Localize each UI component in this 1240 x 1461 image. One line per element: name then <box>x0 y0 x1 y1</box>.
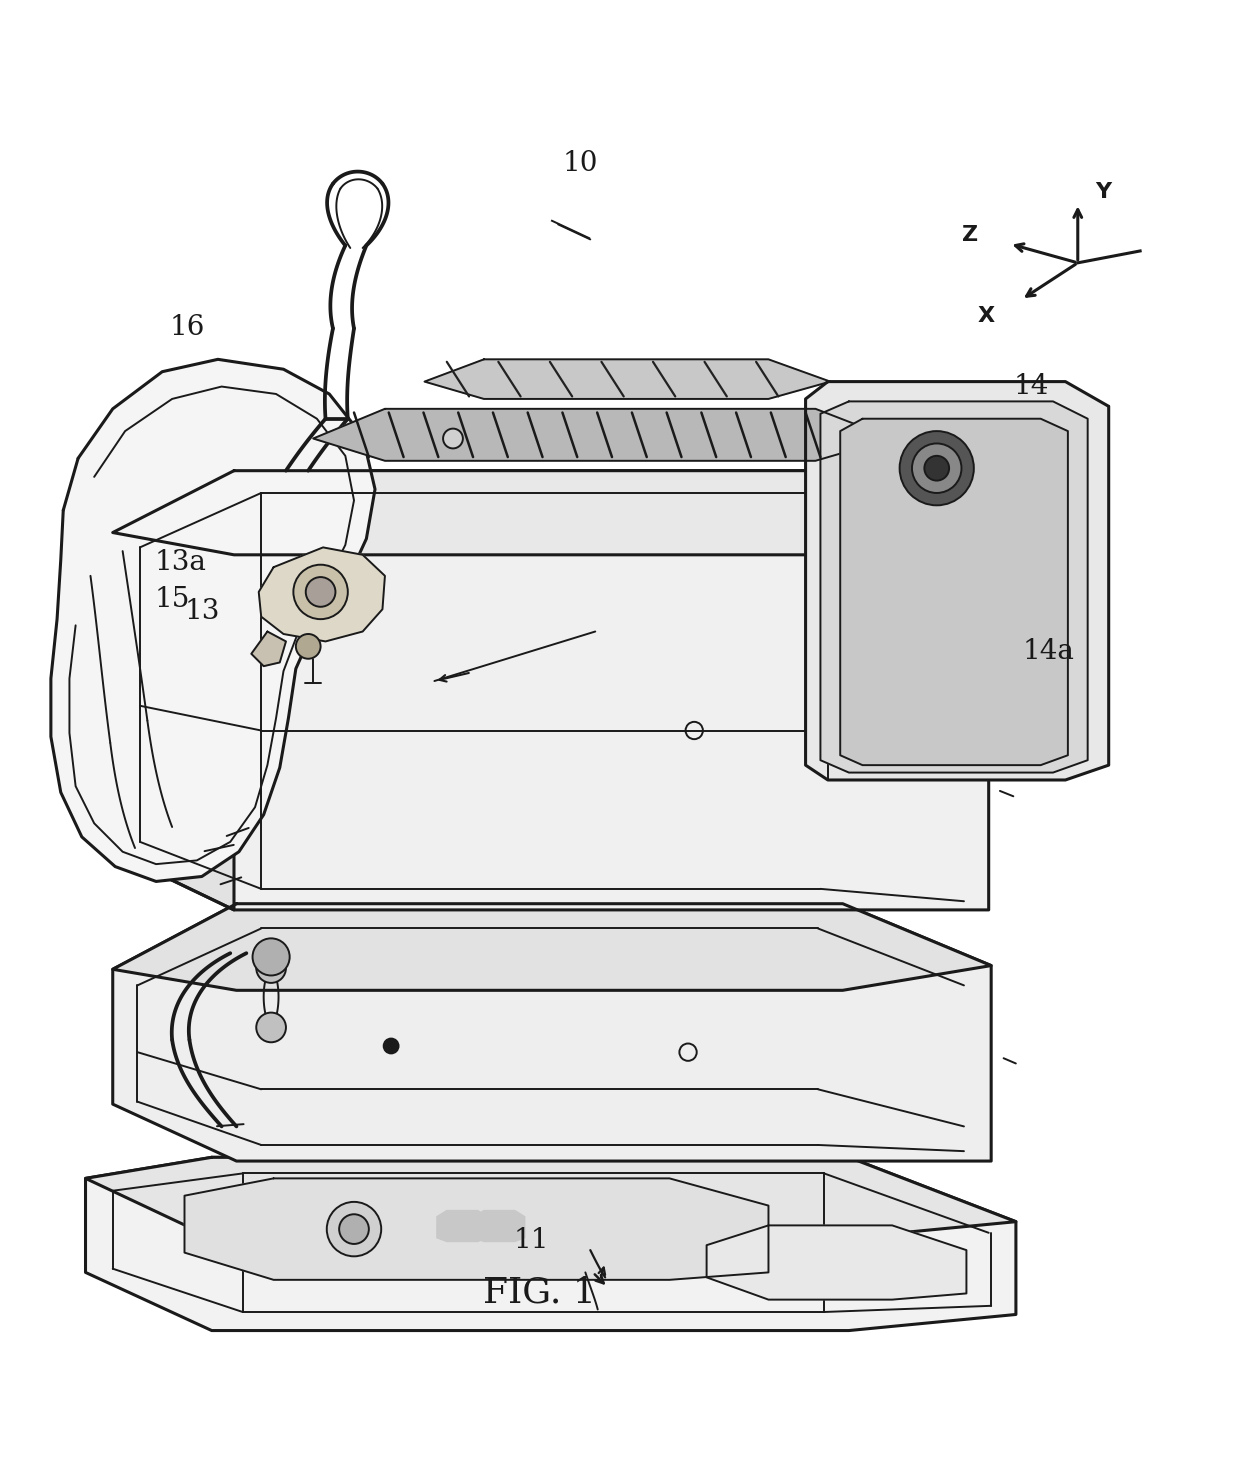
Text: 16: 16 <box>170 314 205 340</box>
Polygon shape <box>51 359 374 881</box>
Polygon shape <box>113 904 991 1161</box>
Polygon shape <box>86 1157 1016 1237</box>
Polygon shape <box>113 470 988 555</box>
Text: 13a: 13a <box>155 549 207 576</box>
Polygon shape <box>259 548 384 641</box>
Polygon shape <box>314 409 893 460</box>
Polygon shape <box>113 904 991 991</box>
Text: Z: Z <box>962 225 978 245</box>
Polygon shape <box>86 1157 1016 1331</box>
Circle shape <box>383 1039 398 1053</box>
Text: 14: 14 <box>1013 373 1049 400</box>
Circle shape <box>327 1202 381 1256</box>
Circle shape <box>257 953 286 983</box>
Circle shape <box>294 565 347 619</box>
Text: X: X <box>978 305 996 326</box>
Circle shape <box>257 1012 286 1042</box>
Text: FIG. 1: FIG. 1 <box>484 1275 596 1309</box>
Circle shape <box>340 1214 368 1243</box>
Polygon shape <box>821 402 1087 773</box>
Polygon shape <box>252 631 286 666</box>
Circle shape <box>911 444 961 492</box>
Text: 11: 11 <box>513 1227 548 1254</box>
Circle shape <box>253 938 290 976</box>
Polygon shape <box>841 419 1068 766</box>
Text: 15: 15 <box>155 586 190 612</box>
Text: Y: Y <box>1095 183 1111 203</box>
Text: 13: 13 <box>184 598 219 625</box>
Text: 10: 10 <box>563 150 598 177</box>
Circle shape <box>443 428 463 449</box>
Polygon shape <box>806 381 1109 780</box>
Circle shape <box>296 634 321 659</box>
Polygon shape <box>436 1211 487 1242</box>
Polygon shape <box>185 1179 769 1280</box>
Circle shape <box>306 577 336 606</box>
Circle shape <box>924 456 949 481</box>
Polygon shape <box>707 1226 966 1300</box>
Text: 14a: 14a <box>1022 638 1074 665</box>
Polygon shape <box>424 359 831 399</box>
Circle shape <box>899 431 973 506</box>
Polygon shape <box>113 470 234 910</box>
Polygon shape <box>113 470 988 910</box>
Polygon shape <box>474 1211 525 1242</box>
